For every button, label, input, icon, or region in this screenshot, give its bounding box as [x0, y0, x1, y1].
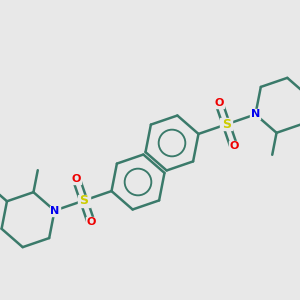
- Text: N: N: [251, 110, 260, 119]
- Text: O: O: [86, 217, 96, 227]
- Bar: [71, 174, 81, 184]
- Text: N: N: [50, 206, 59, 216]
- Text: S: S: [79, 194, 88, 207]
- Bar: [220, 118, 232, 130]
- Text: O: O: [214, 98, 224, 108]
- Bar: [86, 217, 96, 227]
- Bar: [250, 110, 260, 119]
- Bar: [78, 195, 90, 207]
- Text: O: O: [72, 174, 81, 184]
- Bar: [229, 141, 239, 151]
- Text: S: S: [222, 118, 231, 131]
- Text: O: O: [229, 141, 239, 151]
- Bar: [214, 98, 224, 108]
- Bar: [50, 206, 60, 216]
